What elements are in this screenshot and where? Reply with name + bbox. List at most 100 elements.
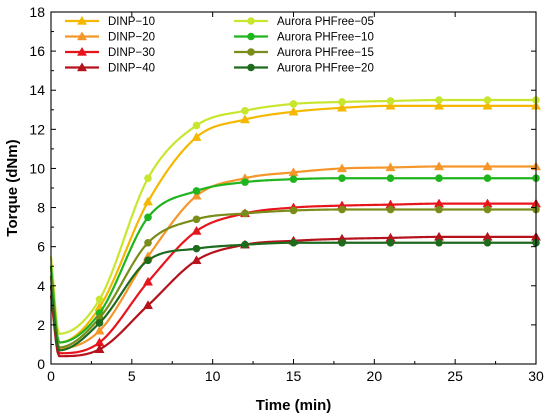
series-8 [49, 238, 540, 352]
legend-marker [76, 15, 88, 25]
legend-item: Aurora PHFree−15 [234, 47, 374, 59]
legend-marker [76, 46, 88, 56]
x-tick-label: 30 [528, 368, 544, 384]
data-point [482, 161, 493, 171]
legend-item: Aurora PHFree−10 [234, 32, 374, 44]
y-tick-label: 6 [37, 239, 45, 255]
x-axis-title: Time (min) [256, 397, 332, 414]
data-point [192, 215, 201, 224]
legend-marker [247, 32, 255, 41]
data-point [433, 161, 445, 171]
data-point [483, 238, 492, 247]
data-point [289, 206, 298, 215]
data-point [483, 96, 492, 104]
data-point [386, 174, 395, 183]
y-tick-label: 14 [29, 82, 45, 98]
series-7 [49, 205, 540, 349]
series-5 [49, 96, 540, 335]
legend-item: DINP−40 [65, 62, 155, 75]
data-point [433, 100, 445, 110]
legend-marker [76, 62, 88, 72]
data-point [435, 174, 443, 183]
y-tick-label: 18 [29, 4, 45, 20]
data-point [289, 100, 298, 108]
data-point [239, 114, 251, 124]
data-point [336, 102, 348, 112]
data-point [386, 205, 395, 214]
data-point [386, 238, 395, 247]
data-point [241, 209, 249, 218]
data-point [241, 240, 249, 249]
y-axis-title: Torque (dNm) [4, 139, 21, 236]
data-point [435, 205, 443, 214]
legend-label: Aurora PHFree−20 [277, 63, 374, 75]
data-point [144, 256, 152, 265]
x-tick-label: 15 [286, 368, 302, 384]
data-point [191, 255, 202, 265]
data-point [95, 295, 104, 304]
y-tick-label: 2 [37, 317, 45, 333]
x-tick-label: 25 [447, 368, 463, 384]
data-point [338, 238, 346, 247]
legend-marker [247, 48, 255, 56]
data-point [338, 98, 346, 106]
data-point [94, 325, 105, 335]
data-point [241, 106, 249, 115]
data-point [144, 238, 152, 247]
data-point [142, 276, 154, 286]
legend-item: DINP−20 [65, 31, 155, 44]
data-point [94, 344, 105, 354]
legend-marker [247, 17, 255, 25]
data-point [241, 178, 249, 186]
legend-marker [76, 31, 88, 41]
series-line [49, 208, 536, 349]
data-point [435, 96, 443, 104]
legend-item: Aurora PHFree−05 [234, 16, 374, 28]
y-tick-label: 0 [37, 356, 45, 372]
legend-label: Aurora PHFree−15 [277, 47, 374, 59]
data-point [142, 300, 154, 310]
data-point [191, 132, 202, 141]
data-point [482, 100, 493, 110]
legend-label: Aurora PHFree−10 [277, 32, 374, 44]
legend-item: Aurora PHFree−20 [234, 63, 374, 75]
y-tick-label: 10 [29, 160, 45, 176]
legend-label: DINP−30 [108, 47, 155, 59]
series-line [49, 104, 536, 344]
data-point [191, 225, 202, 235]
y-tick-label: 8 [37, 200, 45, 216]
x-tick-label: 10 [205, 368, 221, 384]
legend-label: Aurora PHFree−05 [277, 16, 374, 28]
data-point [192, 187, 201, 195]
data-point [483, 174, 492, 183]
y-tick-label: 12 [29, 121, 45, 137]
data-point [191, 190, 202, 200]
data-point [483, 205, 492, 214]
data-point [144, 174, 152, 183]
series-6 [49, 174, 540, 344]
data-point [144, 213, 152, 222]
legend: DINP−10 DINP−20 DINP−30 DINP−40 Aurora PHFre… [65, 15, 374, 75]
data-point [338, 174, 346, 183]
y-tick-label: 16 [29, 43, 45, 59]
series-1 [49, 100, 542, 344]
plot-content [49, 96, 542, 358]
x-tick-label: 0 [47, 368, 55, 384]
legend-label: DINP−40 [108, 63, 155, 75]
data-point [142, 196, 154, 206]
x-tick-label: 20 [367, 368, 383, 384]
data-point [338, 205, 346, 214]
data-point [288, 106, 299, 116]
legend-item: DINP−10 [65, 15, 155, 28]
data-point [192, 244, 201, 253]
y-tick-label: 4 [37, 278, 45, 294]
legend-label: DINP−10 [108, 16, 155, 28]
data-point [386, 97, 395, 105]
data-point [289, 238, 298, 247]
x-tick-label: 5 [128, 368, 136, 384]
legend-item: DINP−30 [65, 46, 155, 59]
axes: 0 5 10 15 20 25 30 0 2 4 6 8 10 12 14 16 18 [29, 4, 544, 384]
data-point [385, 162, 396, 172]
data-point [336, 163, 348, 173]
